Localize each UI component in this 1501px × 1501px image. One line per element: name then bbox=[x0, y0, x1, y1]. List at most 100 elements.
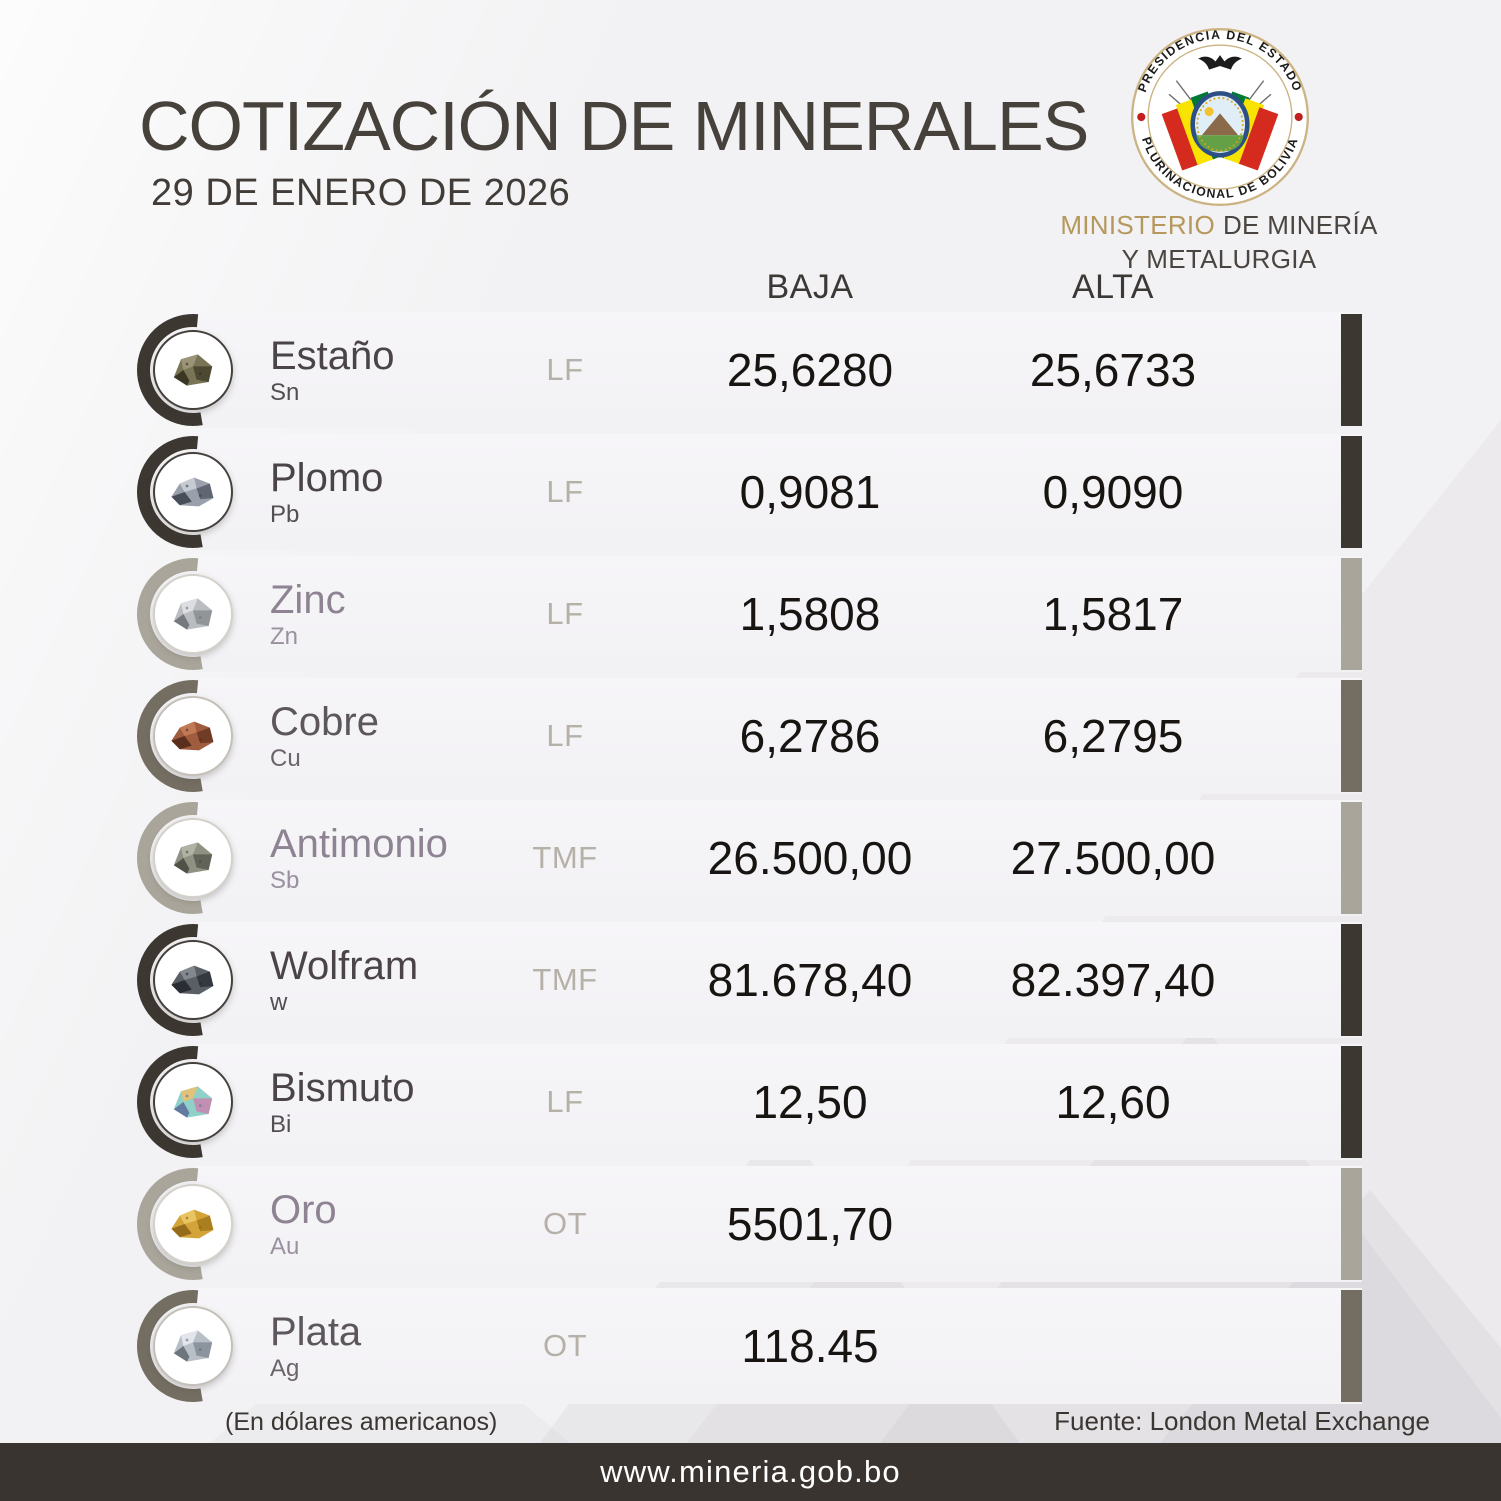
column-header-alta: ALTA bbox=[1072, 268, 1154, 306]
price-alta: 1,5817 bbox=[1042, 588, 1184, 640]
mineral-name: Antimonio bbox=[270, 821, 448, 866]
price-alta: 82.397,40 bbox=[1010, 954, 1216, 1006]
mineral-medallion bbox=[133, 1164, 253, 1284]
mineral-name: Zinc bbox=[270, 577, 346, 622]
mineral-table: Estaño Sn LF 25,6280 25,6733 Plomo bbox=[0, 312, 1501, 1410]
mineral-medallion bbox=[133, 1042, 253, 1162]
mineral-photo bbox=[153, 574, 233, 654]
ministry-line2: Y METALURGIA bbox=[1121, 244, 1317, 274]
price-baja: 5501,70 bbox=[726, 1198, 894, 1250]
price-baja: 26.500,00 bbox=[707, 832, 913, 884]
mineral-medallion bbox=[133, 432, 253, 552]
mineral-photo bbox=[153, 1062, 233, 1142]
coat-sun bbox=[1204, 106, 1214, 117]
price-alta: 12,60 bbox=[1055, 1076, 1171, 1128]
unit-label: OT bbox=[542, 1206, 588, 1241]
name-block: Plata Ag bbox=[270, 1288, 361, 1404]
mineral-name: Plata bbox=[270, 1309, 362, 1354]
price-baja: 12,50 bbox=[752, 1076, 868, 1128]
row-accent-bar bbox=[1341, 1046, 1362, 1158]
mineral-photo bbox=[153, 940, 233, 1020]
ministry-word-rest: DE MINERÍA bbox=[1222, 210, 1378, 240]
row-accent-bar bbox=[1341, 924, 1362, 1036]
rock-icon bbox=[173, 1330, 213, 1362]
rock-icon bbox=[171, 965, 214, 995]
ring-arc bbox=[137, 924, 249, 1036]
currency-note: (En dólares americanos) bbox=[225, 1408, 498, 1436]
mineral-symbol: Sb bbox=[270, 866, 300, 894]
mineral-symbol: Au bbox=[270, 1232, 300, 1260]
mineral-photo bbox=[153, 1184, 233, 1264]
rock-icon bbox=[171, 721, 214, 751]
mineral-row-sb: Antimonio Sb TMF 26.500,00 27.500,00 bbox=[137, 800, 1362, 916]
price-alta bbox=[953, 1166, 1273, 1282]
mineral-row-pb: Plomo Pb LF 0,9081 0,9090 bbox=[137, 434, 1362, 550]
unit-label: TMF bbox=[532, 962, 598, 997]
mineral-name: Wolfram bbox=[270, 943, 419, 988]
row-accent-bar bbox=[1341, 1168, 1362, 1280]
name-block: Bismuto Bi bbox=[270, 1044, 415, 1160]
seal-dot-right bbox=[1294, 112, 1303, 122]
ring-arc bbox=[137, 680, 249, 792]
mineral-row-w: Wolfram w TMF 81.678,40 82.397,40 bbox=[137, 922, 1362, 1038]
ring-arc bbox=[137, 1046, 249, 1158]
mineral-medallion bbox=[133, 1286, 253, 1406]
price-alta: 27.500,00 bbox=[1010, 832, 1216, 884]
ministry-name: MINISTERIO DE MINERÍA Y METALURGIA bbox=[1054, 208, 1384, 276]
mineral-symbol: Cu bbox=[270, 744, 301, 772]
row-accent-bar bbox=[1341, 1290, 1362, 1402]
mineral-symbol: Pb bbox=[270, 500, 300, 528]
mineral-photo bbox=[153, 1306, 233, 1386]
name-block: Plomo Pb bbox=[270, 434, 383, 550]
ring-arc bbox=[137, 1168, 249, 1280]
coat-gold-dots bbox=[1196, 96, 1244, 152]
name-block: Antimonio Sb bbox=[270, 800, 448, 916]
coat-of-arms bbox=[1161, 55, 1279, 171]
ring-arc bbox=[137, 1290, 249, 1402]
rock-icon bbox=[171, 1209, 214, 1239]
mineral-symbol: Zn bbox=[270, 622, 299, 650]
row-accent-bar bbox=[1341, 558, 1362, 670]
mineral-medallion bbox=[133, 920, 253, 1040]
name-block: Zinc Zn bbox=[270, 556, 346, 672]
row-accent-bar bbox=[1341, 436, 1362, 548]
name-block: Oro Au bbox=[270, 1166, 337, 1282]
mineral-medallion bbox=[133, 676, 253, 796]
unit-label: OT bbox=[542, 1328, 588, 1363]
mineral-name: Plomo bbox=[270, 455, 384, 500]
price-alta: 0,9090 bbox=[1042, 466, 1184, 518]
unit-label: LF bbox=[546, 596, 584, 631]
name-block: Estaño Sn bbox=[270, 312, 395, 428]
ministry-word-accent: MINISTERIO bbox=[1060, 210, 1215, 240]
mineral-name: Estaño bbox=[270, 333, 395, 378]
price-baja: 6,2786 bbox=[739, 710, 881, 762]
price-alta bbox=[953, 1288, 1273, 1404]
row-accent-bar bbox=[1341, 802, 1362, 914]
coat-mountain bbox=[1201, 113, 1239, 136]
price-baja: 1,5808 bbox=[739, 588, 881, 640]
rock-icon bbox=[173, 842, 213, 874]
bottom-bar: www.mineria.gob.bo bbox=[0, 1443, 1501, 1501]
name-block: Wolfram w bbox=[270, 922, 418, 1038]
unit-label: LF bbox=[546, 718, 584, 753]
unit-label: LF bbox=[546, 352, 584, 387]
mineral-medallion bbox=[133, 554, 253, 674]
page-title: COTIZACIÓN DE MINERALES bbox=[139, 87, 1089, 165]
mineral-row-au: Oro Au OT 5501,70 bbox=[137, 1166, 1362, 1282]
mineral-medallion bbox=[133, 798, 253, 918]
price-baja: 25,6280 bbox=[726, 344, 894, 396]
price-alta: 6,2795 bbox=[1042, 710, 1184, 762]
mineral-photo bbox=[153, 818, 233, 898]
rock-icon bbox=[173, 1086, 213, 1118]
mineral-symbol: w bbox=[270, 988, 288, 1016]
mineral-row-bi: Bismuto Bi LF 12,50 12,60 bbox=[137, 1044, 1362, 1160]
source-note: Fuente: London Metal Exchange bbox=[1054, 1406, 1430, 1436]
mineral-symbol: Ag bbox=[270, 1354, 300, 1382]
mineral-photo bbox=[153, 696, 233, 776]
report-date: 29 DE ENERO DE 2026 bbox=[151, 172, 571, 214]
ring-arc bbox=[137, 558, 249, 670]
mineral-photo bbox=[153, 330, 233, 410]
mineral-symbol: Bi bbox=[270, 1110, 292, 1138]
mineral-row-cu: Cobre Cu LF 6,2786 6,2795 bbox=[137, 678, 1362, 794]
